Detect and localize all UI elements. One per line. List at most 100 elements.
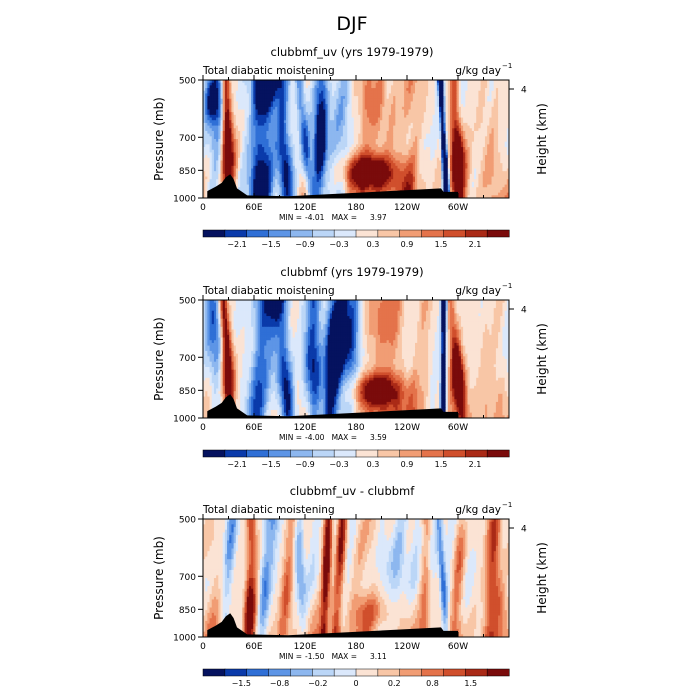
heatmap-cell [380, 160, 383, 164]
heatmap-cell [377, 139, 381, 143]
heatmap-cell [489, 80, 492, 84]
heatmap-cell [342, 136, 346, 140]
heatmap-cell [491, 90, 495, 94]
heatmap-cell [484, 109, 488, 113]
heatmap-cell [349, 144, 353, 148]
heatmap-cell [474, 117, 477, 121]
heatmap-cell [439, 93, 442, 97]
heatmap-cell [423, 130, 427, 135]
heatmap-cell [257, 173, 261, 177]
heatmap-cell [248, 165, 252, 169]
heatmap-cell [500, 101, 503, 105]
heatmap-cell [356, 165, 359, 169]
heatmap-cell [364, 93, 368, 97]
heatmap-cell [312, 157, 315, 161]
heatmap-cell [312, 141, 315, 145]
heatmap-cell [443, 101, 447, 105]
heatmap-cell [358, 114, 361, 118]
heatmap-cell [366, 144, 370, 148]
heatmap-cell [292, 90, 296, 94]
heatmap-cell [445, 80, 449, 84]
heatmap-cell [469, 133, 473, 137]
heatmap-cell [430, 117, 433, 121]
heatmap-cell [283, 173, 287, 177]
heatmap-cell [207, 101, 210, 105]
heatmap-cell [305, 85, 309, 89]
heatmap-cell [342, 114, 346, 118]
heatmap-cell [436, 104, 440, 108]
heatmap-cell [292, 106, 296, 110]
heatmap-cell [430, 80, 433, 84]
heatmap-cell [303, 155, 307, 159]
heatmap-cell [233, 117, 237, 121]
heatmap-cell [290, 136, 294, 140]
heatmap-cell [380, 120, 383, 124]
heatmap-cell [325, 117, 328, 121]
heatmap-cell [410, 149, 414, 153]
heatmap-cell [498, 168, 501, 172]
heatmap-cell [449, 101, 453, 105]
heatmap-cell [216, 120, 219, 124]
heatmap-cell [218, 160, 221, 164]
heatmap-cell [410, 155, 414, 159]
heatmap-cell [410, 90, 414, 94]
heatmap-cell [209, 125, 213, 129]
heatmap-cell [229, 82, 232, 86]
heatmap-cell [417, 165, 420, 169]
heatmap-cell [432, 88, 436, 92]
heatmap-cell [296, 101, 300, 105]
heatmap-cell [268, 122, 272, 126]
heatmap-cell [369, 90, 372, 94]
heatmap-cell [327, 98, 331, 102]
heatmap-cell [244, 168, 248, 172]
heatmap-cell [288, 160, 291, 164]
heatmap-cell [299, 85, 302, 89]
heatmap-cell [286, 165, 289, 169]
heatmap-cell [430, 93, 433, 97]
heatmap-cell [268, 104, 272, 108]
heatmap-cell [452, 130, 455, 135]
heatmap-cell [419, 160, 422, 164]
heatmap-cell [240, 120, 243, 124]
heatmap-cell [463, 117, 466, 121]
heatmap-cell [336, 141, 339, 145]
heatmap-cell [369, 101, 372, 105]
heatmap-cell [266, 120, 269, 124]
heatmap-cell [329, 147, 333, 151]
heatmap-cell [347, 163, 350, 167]
heatmap-cell [229, 136, 232, 140]
heatmap-cell [312, 106, 315, 110]
heatmap-cell [386, 104, 390, 108]
heatmap-cell [259, 120, 263, 124]
heatmap-cell [325, 98, 328, 102]
heatmap-cell [474, 160, 477, 164]
heatmap-cell [316, 112, 320, 116]
heatmap-cell [476, 109, 479, 113]
heatmap-cell [286, 141, 289, 145]
heatmap-cell [290, 171, 294, 175]
heatmap-cell [371, 96, 374, 100]
heatmap-cell [425, 90, 429, 94]
heatmap-cell [277, 109, 280, 113]
heatmap-cell [338, 80, 342, 84]
heatmap-cell [404, 101, 407, 105]
heatmap-cell [495, 165, 499, 169]
heatmap-cell [434, 85, 438, 89]
heatmap-cell [388, 114, 392, 118]
heatmap-cell [218, 144, 221, 148]
heatmap-cell [325, 141, 328, 145]
heatmap-cell [441, 109, 444, 113]
heatmap-cell [419, 136, 422, 140]
heatmap-cell [259, 130, 263, 135]
heatmap-cell [493, 120, 497, 124]
heatmap-cell [421, 157, 425, 161]
heatmap-cell [408, 120, 412, 124]
heatmap-cell [325, 149, 328, 153]
heatmap-cell [270, 163, 274, 167]
heatmap-cell [460, 163, 464, 167]
heatmap-cell [480, 117, 484, 121]
heatmap-cell [283, 152, 287, 156]
heatmap-cell [257, 141, 261, 145]
heatmap-cell [321, 80, 324, 84]
heatmap-cell [408, 104, 412, 108]
